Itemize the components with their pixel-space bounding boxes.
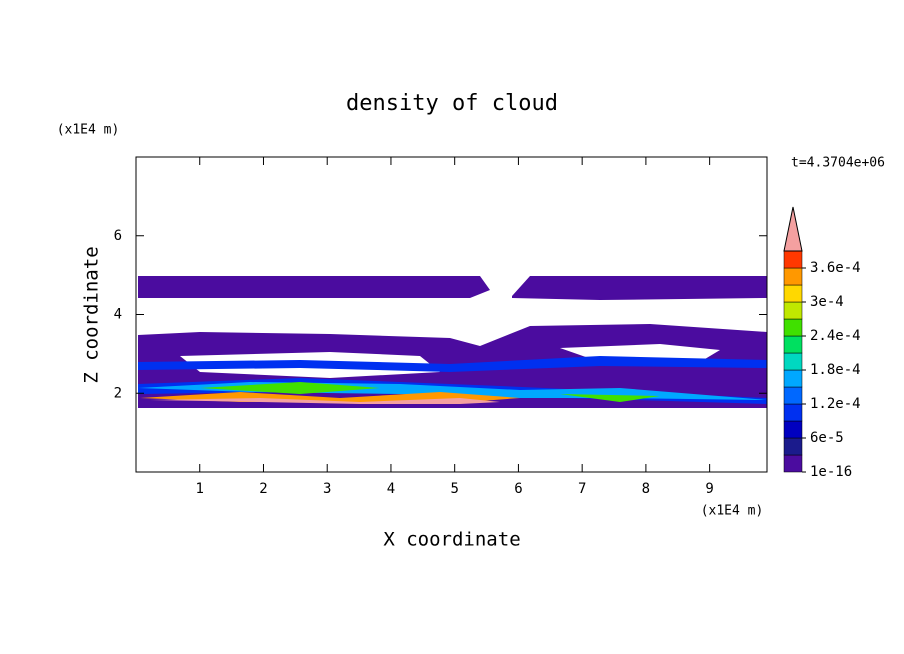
contour-region [138,276,767,300]
x-unit: (x1E4 m) [701,504,764,519]
x-tick-label: 2 [259,481,267,497]
y-axis-label: Z coordinate [81,246,103,383]
plot-frame [135,156,768,473]
contour-field [138,276,767,408]
colorbar-band [783,250,803,269]
colorbar-tick-label: 3.6e-4 [810,260,861,276]
y-tick-label: 2 [114,385,122,401]
colorbar-band [783,420,803,439]
colorbar-band [783,301,803,320]
colorbar-tick-label: 1.8e-4 [810,362,861,378]
colorbar-tick-label: 1.2e-4 [810,396,861,412]
x-tick-label: 5 [450,481,458,497]
y-unit: (x1E4 m) [57,123,120,138]
contour-region [150,398,500,404]
y-tick-label: 4 [114,307,122,323]
colorbar-tick-label: 1e-16 [810,464,852,480]
x-tick-label: 7 [578,481,586,497]
time-label: t=4.3704e+06 [791,156,885,171]
colorbar-band [783,386,803,405]
colorbar-tick-label: 2.4e-4 [810,328,861,344]
colorbar-band [783,318,803,337]
colorbar-band [783,403,803,422]
colorbar-band [783,352,803,371]
chart-title: density of cloud [346,91,558,116]
colorbar-tick-label: 6e-5 [810,430,844,446]
colorbar-extension [783,206,803,252]
colorbar-band [783,369,803,388]
colorbar-band [783,454,803,473]
x-tick-label: 1 [196,481,204,497]
colorbar-band [783,437,803,456]
x-axis-label: X coordinate [383,529,520,551]
colorbar-band [783,284,803,303]
contour-region [200,382,660,402]
colorbar-band [783,267,803,286]
y-tick-label: 6 [114,228,122,244]
x-tick-label: 3 [323,481,331,497]
colorbar-band [783,335,803,354]
x-tick-label: 4 [387,481,395,497]
colorbar-tick-label: 3e-4 [810,294,844,310]
x-tick-label: 9 [705,481,713,497]
x-tick-label: 8 [642,481,650,497]
contour-region [180,344,720,378]
x-tick-label: 6 [514,481,522,497]
